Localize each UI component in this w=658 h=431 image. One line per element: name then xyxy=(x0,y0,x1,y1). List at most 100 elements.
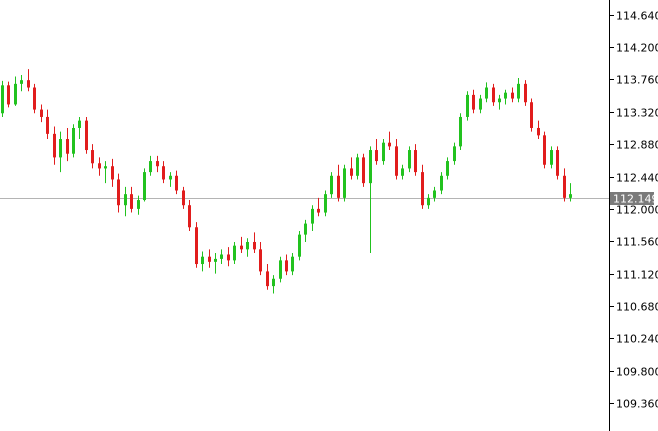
candle-body-up xyxy=(298,234,301,257)
candle xyxy=(311,205,314,231)
candle-body-up xyxy=(137,200,140,209)
candle xyxy=(33,83,36,114)
candle-body-up xyxy=(433,190,436,198)
candle xyxy=(427,194,430,209)
candle-body-up xyxy=(569,194,572,198)
candle xyxy=(356,153,359,180)
candle-body-up xyxy=(440,175,443,191)
candle-body-down xyxy=(350,168,353,176)
candle xyxy=(563,168,566,202)
candle-body-down xyxy=(33,87,36,110)
candle-body-down xyxy=(175,175,178,191)
candle-body-down xyxy=(130,194,133,209)
candle-body-up xyxy=(59,139,62,158)
candle-body-up xyxy=(504,92,507,99)
candle-body-down xyxy=(182,190,185,206)
candle-body-down xyxy=(492,87,495,103)
candle xyxy=(27,69,30,92)
candle xyxy=(440,172,443,195)
candle-body-down xyxy=(317,208,320,213)
candle-body-down xyxy=(91,150,94,164)
candle-body-up xyxy=(272,278,275,287)
candle-body-up xyxy=(466,94,469,117)
candle xyxy=(504,89,507,105)
candle xyxy=(78,116,81,140)
candle xyxy=(466,91,469,121)
candle xyxy=(7,81,10,108)
candle xyxy=(279,256,282,283)
y-tick-label: 111.560 xyxy=(616,236,658,249)
candle xyxy=(330,172,333,198)
y-axis-ticks: 114.640 114.200 113.760 113.320 112.880 112.4… xyxy=(609,10,658,411)
candle-body-down xyxy=(111,166,114,180)
candle-body-down xyxy=(472,94,475,110)
candle-body-up xyxy=(291,256,294,272)
candle-body-down xyxy=(362,157,365,184)
candle xyxy=(214,253,217,274)
candle xyxy=(453,142,456,165)
candle xyxy=(517,77,520,103)
candle xyxy=(111,158,114,187)
candle xyxy=(104,161,107,184)
candle xyxy=(259,241,262,276)
candle-body-up xyxy=(382,142,385,162)
y-tick-label: 113.320 xyxy=(616,107,658,120)
candle xyxy=(382,139,385,165)
candle xyxy=(537,120,540,140)
candle-body-up xyxy=(214,258,217,262)
candle-body-up xyxy=(304,223,307,235)
candle-body-up xyxy=(408,150,411,169)
y-tick-label: 110.240 xyxy=(616,333,658,346)
candle-body-up xyxy=(401,168,404,176)
candle xyxy=(569,183,572,202)
candle xyxy=(388,131,391,151)
candle xyxy=(130,186,133,213)
candle xyxy=(162,161,165,184)
candle-body-up xyxy=(356,157,359,176)
y-tick-label: 109.360 xyxy=(616,398,658,411)
candle-body-up xyxy=(233,245,236,261)
candle-body-up xyxy=(550,150,553,165)
candle-body-down xyxy=(537,127,540,136)
y-tick-label: 111.120 xyxy=(616,269,658,282)
candle xyxy=(304,219,307,242)
candle xyxy=(233,241,236,265)
candle xyxy=(195,222,198,268)
candle-body-down xyxy=(85,120,88,151)
candle xyxy=(395,139,398,180)
candle-body-up xyxy=(517,83,520,99)
candle-body-down xyxy=(40,109,43,117)
candle xyxy=(1,80,4,117)
candle-body-down xyxy=(395,146,398,176)
candle-body-down xyxy=(98,163,101,169)
candle-body-down xyxy=(7,85,10,105)
candle-body-down xyxy=(46,116,49,134)
current-price-tag: 112.149 xyxy=(610,192,658,206)
candle-body-up xyxy=(485,87,488,99)
candle-body-up xyxy=(324,194,327,213)
candle xyxy=(485,82,488,103)
candle-body-up xyxy=(330,175,333,195)
candle xyxy=(46,109,49,140)
candle xyxy=(149,155,152,176)
candle-body-up xyxy=(446,161,449,176)
candle xyxy=(201,251,204,272)
candle xyxy=(246,238,249,257)
candle-body-down xyxy=(208,256,211,262)
candle xyxy=(291,253,294,276)
candle xyxy=(479,94,482,114)
candle xyxy=(124,186,127,217)
candle-body-down xyxy=(511,92,514,99)
candle-body-up xyxy=(1,85,4,114)
candle-body-down xyxy=(162,166,165,180)
candle xyxy=(421,164,424,209)
candle-body-up xyxy=(72,127,75,154)
candle xyxy=(40,104,43,123)
candle xyxy=(240,236,243,254)
candle xyxy=(91,144,94,169)
candle xyxy=(14,76,17,106)
candle xyxy=(156,155,159,173)
candle-body-down xyxy=(53,133,56,158)
candle xyxy=(72,124,75,158)
